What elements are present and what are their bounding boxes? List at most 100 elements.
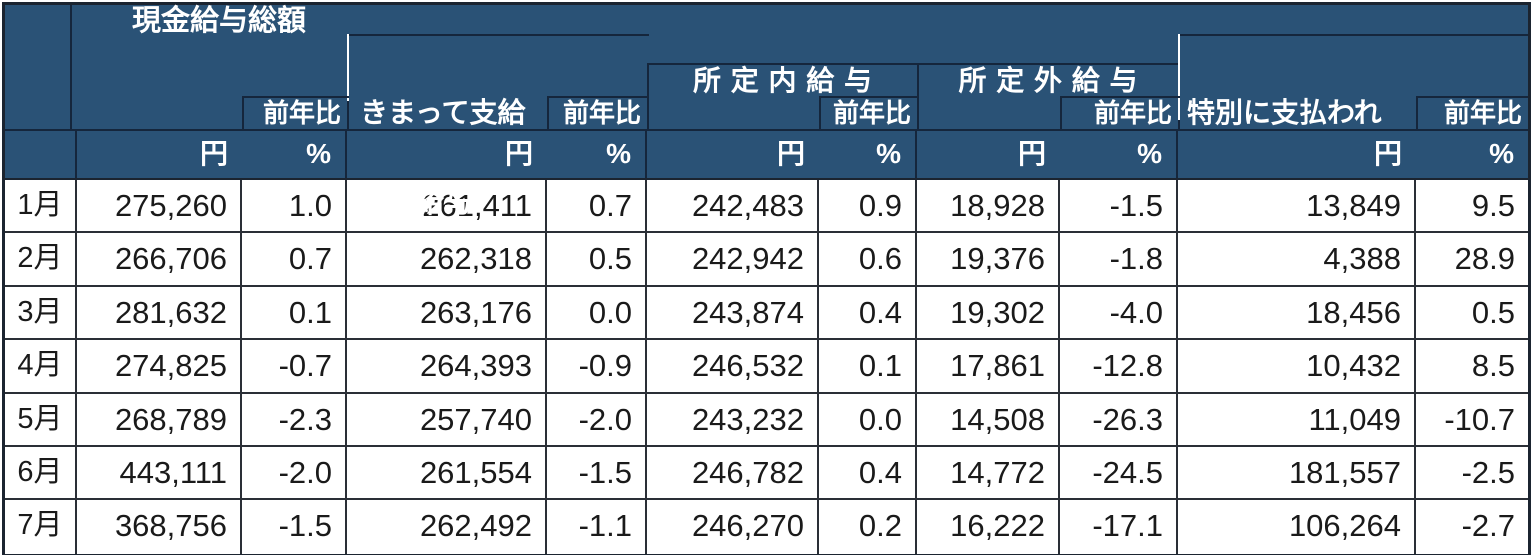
cell-cash-total-yoy: -0.7 bbox=[242, 340, 347, 392]
header-yoy-overtime: 前年比 bbox=[1093, 98, 1172, 128]
cell-overtime-yoy: -4.0 bbox=[1060, 286, 1178, 339]
cell-cash-total-yen: 275,260 bbox=[77, 180, 242, 232]
cell-scheduled-yen: 246,782 bbox=[647, 446, 819, 499]
unit-overtime-yen: 円 bbox=[1017, 138, 1046, 169]
cell-overtime-yen: 19,302 bbox=[917, 286, 1060, 339]
header-border-line bbox=[347, 34, 349, 101]
cell-overtime-yoy: -24.5 bbox=[1060, 446, 1178, 499]
cell-contractual-yen: 264,393 bbox=[347, 340, 547, 392]
header-border-line bbox=[819, 96, 821, 129]
header-yoy-cash-total: 前年比 bbox=[262, 98, 341, 128]
cell-month: 4月 bbox=[5, 340, 77, 392]
cell-overtime-yoy: -1.5 bbox=[1060, 180, 1178, 232]
header-border-line bbox=[242, 96, 244, 129]
cell-special-yen: 106,264 bbox=[1178, 500, 1416, 554]
cell-contractual-yen: 261,411 bbox=[347, 180, 547, 232]
cell-month: 2月 bbox=[5, 233, 77, 285]
cell-scheduled-yen: 246,532 bbox=[647, 340, 819, 392]
cell-scheduled-yoy: 0.0 bbox=[819, 393, 917, 445]
cell-scheduled-yen: 242,942 bbox=[647, 233, 819, 285]
cell-contractual-yen: 262,318 bbox=[347, 233, 547, 285]
cell-special-yoy: -2.5 bbox=[1461, 454, 1515, 490]
header-border-line bbox=[819, 96, 919, 98]
cell-special-yen: 13,849 bbox=[1178, 180, 1416, 232]
header-group-scheduled: 所 定 内 給 与 bbox=[692, 65, 874, 96]
cell-month: 5月 bbox=[5, 393, 77, 445]
cell-contractual-yoy: -1.5 bbox=[547, 446, 647, 499]
cell-cash-total-yoy: -2.0 bbox=[242, 446, 347, 499]
cell-cash-total-yen: 443,111 bbox=[77, 446, 242, 499]
cell-scheduled-yoy: 0.4 bbox=[819, 446, 917, 499]
cell-month: 7月 bbox=[5, 500, 77, 554]
header-group-overtime: 所 定 外 給 与 bbox=[958, 65, 1139, 96]
cell-special-yoy: 8.5 bbox=[1471, 348, 1515, 384]
unit-overtime-pct: % bbox=[1060, 131, 1178, 178]
cell-overtime-yoy: -1.8 bbox=[1060, 233, 1178, 285]
header-group-special-line1: 特別に支払われ bbox=[1187, 97, 1382, 128]
table-row-may: 5月 268,789 -2.3 257,740 -2.0 243,232 0.0… bbox=[5, 393, 1528, 447]
header-border-line bbox=[1060, 96, 1062, 129]
cell-month: 3月 bbox=[5, 286, 77, 339]
cell-cash-total-yen: 281,632 bbox=[77, 286, 242, 339]
table-row-jan: 1月 275,260 1.0 261,411 0.7 242,483 0.9 1… bbox=[5, 180, 1528, 234]
header-yoy-special: 前年比 bbox=[1443, 98, 1522, 128]
header-border-line bbox=[1416, 96, 1528, 98]
cell-cash-total-yen: 266,706 bbox=[77, 233, 242, 285]
unit-contractual-pct: % bbox=[547, 131, 647, 178]
cell-overtime-yen: 18,928 bbox=[917, 180, 1060, 232]
unit-cell-empty bbox=[5, 131, 77, 178]
header-group-contractual-line2: する給与 bbox=[360, 187, 473, 218]
cell-cash-total-yoy: -1.5 bbox=[242, 500, 347, 554]
cell-contractual-yen: 261,554 bbox=[347, 446, 547, 499]
cell-contractual-yen: 257,740 bbox=[347, 393, 547, 445]
cell-overtime-yen: 17,861 bbox=[917, 340, 1060, 392]
table-row-jun: 6月 443,111 -2.0 261,554 -1.5 246,782 0.4… bbox=[5, 446, 1528, 501]
header-group-special: 特別に支払われ た給与 bbox=[1187, 38, 1382, 278]
cell-contractual-yoy: -1.1 bbox=[547, 500, 647, 554]
cell-cash-total-yen: 274,825 bbox=[77, 340, 242, 392]
table-header: 現金給与総額 きまって支給 する給与 所 定 内 給 与 所 定 外 給 与 特… bbox=[5, 5, 1528, 218]
cell-contractual-yoy: -2.0 bbox=[547, 393, 647, 445]
cell-overtime-yen: 14,772 bbox=[917, 446, 1060, 499]
unit-scheduled-pct: % bbox=[819, 131, 917, 178]
table-body: 1月 275,260 1.0 261,411 0.7 242,483 0.9 1… bbox=[5, 180, 1528, 554]
cell-contractual-yen: 262,492 bbox=[347, 500, 547, 554]
table-row-apr: 4月 274,825 -0.7 264,393 -0.9 246,532 0.1… bbox=[5, 340, 1528, 394]
cell-special-yoy: 0.5 bbox=[1471, 294, 1515, 330]
cell-scheduled-yen: 242,483 bbox=[647, 180, 819, 232]
header-border-line bbox=[1416, 96, 1418, 129]
header-border-line bbox=[1178, 120, 1180, 129]
cell-scheduled-yoy: 0.2 bbox=[819, 500, 917, 554]
header-yoy-contractual: 前年比 bbox=[562, 98, 641, 128]
cell-overtime-yen: 16,222 bbox=[917, 500, 1060, 554]
cell-contractual-yoy: 0.7 bbox=[547, 180, 647, 232]
cell-special-yen: 10,432 bbox=[1178, 340, 1416, 392]
cell-scheduled-yoy: 0.6 bbox=[819, 233, 917, 285]
cell-scheduled-yen: 243,874 bbox=[647, 286, 819, 339]
header-yoy-scheduled: 前年比 bbox=[832, 98, 911, 128]
unit-contractual-yen: 円 bbox=[504, 138, 533, 169]
unit-special-yen: 円 bbox=[1373, 138, 1402, 169]
header-border-line bbox=[1178, 34, 1180, 120]
table-row-feb: 2月 266,706 0.7 262,318 0.5 242,942 0.6 1… bbox=[5, 233, 1528, 287]
header-group-special-line2: た給与 bbox=[1187, 187, 1272, 218]
cell-overtime-yoy: -17.1 bbox=[1060, 500, 1178, 554]
cell-overtime-yoy: -12.8 bbox=[1060, 340, 1178, 392]
header-group-contractual-line1: きまって支給 bbox=[360, 97, 526, 128]
header-border-line bbox=[1178, 34, 1528, 36]
cell-special-yoy: -10.7 bbox=[1444, 401, 1515, 437]
unit-cash-total-yen: 円 bbox=[199, 138, 228, 169]
cell-overtime-yen: 14,508 bbox=[917, 393, 1060, 445]
cell-contractual-yoy: 0.5 bbox=[547, 233, 647, 285]
header-border-line bbox=[347, 34, 649, 36]
cell-special-yoy: 9.5 bbox=[1471, 188, 1515, 223]
header-border-line bbox=[547, 96, 549, 129]
cell-contractual-yoy: 0.0 bbox=[547, 286, 647, 339]
cell-month: 1月 bbox=[5, 180, 77, 232]
header-border-line bbox=[647, 63, 1180, 65]
cell-cash-total-yoy: 0.1 bbox=[242, 286, 347, 339]
cell-cash-total-yoy: 1.0 bbox=[242, 180, 347, 232]
cell-scheduled-yoy: 0.4 bbox=[819, 286, 917, 339]
